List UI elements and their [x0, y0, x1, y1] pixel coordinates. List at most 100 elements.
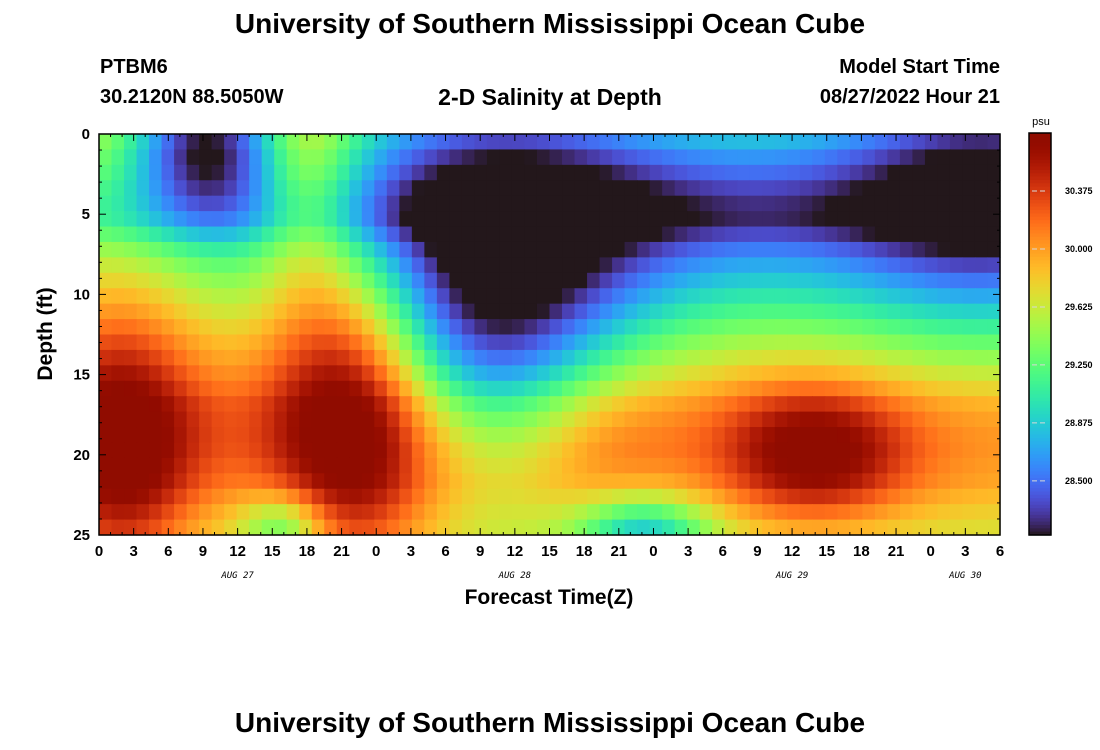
heatmap-cell	[874, 149, 888, 166]
heatmap-cell	[149, 396, 163, 413]
heatmap-cell	[874, 180, 888, 197]
heatmap-cell	[199, 164, 213, 181]
heatmap-cell	[974, 211, 989, 228]
heatmap-cell	[511, 504, 526, 521]
heatmap-cell	[524, 241, 538, 258]
colorbar-segment	[1029, 133, 1051, 137]
heatmap-cell	[399, 195, 413, 212]
heatmap-cell	[474, 411, 488, 428]
heatmap-cell	[174, 195, 188, 212]
heatmap-cell	[849, 303, 863, 320]
heatmap-cell	[724, 504, 738, 521]
heatmap-cell	[662, 149, 676, 166]
heatmap-cell	[286, 257, 300, 274]
heatmap-cell	[311, 211, 325, 228]
heatmap-cell	[924, 195, 939, 212]
heatmap-cell	[837, 211, 851, 228]
heatmap-cell	[349, 427, 363, 444]
heatmap-cell	[411, 303, 425, 320]
heatmap-cell	[111, 180, 125, 197]
heatmap-cell	[749, 411, 763, 428]
heatmap-cell	[199, 427, 213, 444]
heatmap-cell	[186, 288, 200, 305]
heatmap-cell	[662, 319, 676, 336]
heatmap-cell	[837, 349, 851, 366]
heatmap-cell	[587, 319, 601, 336]
heatmap-cell	[524, 396, 538, 413]
heatmap-cell	[211, 488, 225, 505]
heatmap-cell	[912, 365, 926, 382]
heatmap-cell	[974, 380, 989, 397]
heatmap-cell	[874, 411, 888, 428]
heatmap-cell	[837, 241, 851, 258]
heatmap-cell	[749, 504, 763, 521]
heatmap-cell	[374, 319, 388, 336]
heatmap-cell	[612, 473, 626, 490]
heatmap-cell	[511, 442, 526, 459]
heatmap-cell	[224, 473, 238, 490]
heatmap-cell	[712, 134, 726, 151]
heatmap-cell	[511, 288, 526, 305]
heatmap-cell	[987, 457, 1001, 474]
heatmap-cell	[499, 319, 513, 336]
heatmap-cell	[211, 272, 225, 289]
heatmap-cell	[186, 319, 200, 336]
heatmap-cell	[687, 195, 701, 212]
heatmap-cell	[361, 288, 375, 305]
heatmap-cell	[824, 226, 838, 243]
heatmap-cell	[899, 473, 913, 490]
heatmap-cell	[674, 334, 688, 351]
heatmap-cell	[99, 334, 113, 351]
heatmap-cell	[912, 211, 926, 228]
heatmap-cell	[737, 411, 751, 428]
heatmap-cell	[499, 411, 513, 428]
heatmap-cell	[612, 288, 626, 305]
heatmap-cell	[149, 411, 163, 428]
heatmap-cell	[974, 473, 989, 490]
heatmap-cell	[587, 488, 601, 505]
colorbar-segment	[1029, 136, 1051, 141]
heatmap-cell	[912, 519, 926, 536]
heatmap-cell	[724, 211, 738, 228]
heatmap-cell	[587, 288, 601, 305]
heatmap-cell	[224, 319, 238, 336]
heatmap-cell	[274, 288, 288, 305]
heatmap-cell	[536, 334, 551, 351]
heatmap-cell	[799, 257, 813, 274]
heatmap-cell	[436, 519, 450, 536]
heatmap-cell	[812, 134, 826, 151]
heatmap-cell	[637, 504, 651, 521]
heatmap-cell	[474, 488, 488, 505]
heatmap-cell	[874, 349, 888, 366]
page-title: University of Southern Mississippi Ocean…	[234, 8, 866, 39]
heatmap-cell	[699, 303, 713, 320]
heatmap-cell	[662, 334, 676, 351]
heatmap-cell	[474, 457, 488, 474]
heatmap-cell	[924, 149, 939, 166]
heatmap-cell	[374, 164, 388, 181]
heatmap-cell	[336, 288, 350, 305]
heatmap-cell	[637, 257, 651, 274]
heatmap-cell	[386, 349, 400, 366]
heatmap-cell	[461, 365, 476, 382]
heatmap-cell	[436, 288, 450, 305]
heatmap-cell	[887, 349, 901, 366]
colorbar-segment	[1029, 481, 1051, 486]
heatmap-cell	[837, 257, 851, 274]
heatmap-cell	[124, 380, 138, 397]
heatmap-cell	[812, 457, 826, 474]
heatmap-cell	[674, 226, 688, 243]
heatmap-cell	[236, 488, 250, 505]
heatmap-cell	[749, 365, 763, 382]
heatmap-cell	[924, 519, 939, 536]
heatmap-cell	[762, 519, 776, 536]
heatmap-cell	[224, 195, 238, 212]
heatmap-cell	[574, 349, 588, 366]
heatmap-cell	[374, 211, 388, 228]
heatmap-cell	[499, 457, 513, 474]
heatmap-cell	[524, 134, 538, 151]
heatmap-cell	[349, 149, 363, 166]
heatmap-cell	[449, 272, 463, 289]
heatmap-cell	[236, 473, 250, 490]
